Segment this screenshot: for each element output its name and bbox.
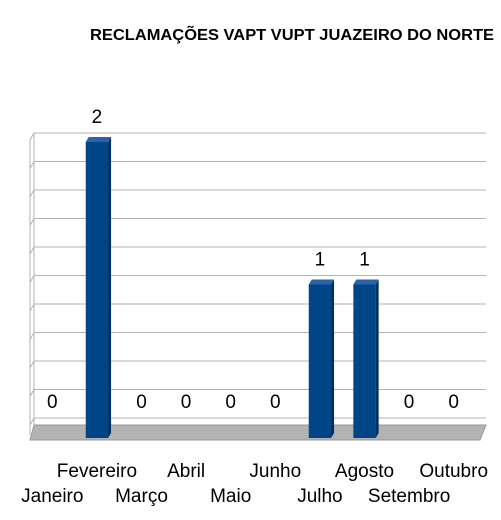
chart-title: RECLAMAÇÕES VAPT VUPT JUAZEIRO DO NORTE xyxy=(90,24,494,44)
grid-line-side xyxy=(29,275,35,283)
x-tick-label: Abril xyxy=(167,461,205,482)
grid-line-side xyxy=(29,303,35,312)
x-tick-label: Março xyxy=(115,486,168,507)
data-label: 0 xyxy=(270,392,281,413)
data-label: 1 xyxy=(359,250,370,271)
grid-line-side xyxy=(29,132,35,141)
grid-line-side xyxy=(29,189,35,198)
bar-top xyxy=(308,279,335,285)
bar-side xyxy=(108,137,112,438)
x-tick-label: Outubro xyxy=(419,461,488,482)
grid-line-side xyxy=(29,218,35,226)
data-label: 1 xyxy=(315,250,326,271)
data-label: 0 xyxy=(47,392,58,413)
bar-side xyxy=(331,279,335,438)
data-label: 0 xyxy=(136,392,147,413)
data-label: 0 xyxy=(225,392,236,413)
x-tick-label: Janeiro xyxy=(21,486,83,507)
x-tick-label: Maio xyxy=(210,486,251,507)
data-label: 0 xyxy=(448,392,459,413)
data-label: 0 xyxy=(181,392,192,413)
data-label: 2 xyxy=(92,107,103,128)
grid-line-side xyxy=(29,161,35,169)
bar-top xyxy=(353,279,379,285)
grid-line-side xyxy=(29,360,35,369)
bar xyxy=(353,284,376,438)
grid-line-side xyxy=(29,246,35,255)
x-tick-label: Agosto xyxy=(335,461,394,482)
bar-side xyxy=(375,279,379,438)
grid-line-side xyxy=(29,332,35,340)
bar-top xyxy=(85,137,112,142)
bar xyxy=(308,284,332,438)
bar xyxy=(85,142,109,438)
grid-line-side xyxy=(29,417,35,426)
x-tick-label: Junho xyxy=(249,461,301,482)
x-tick-label: Fevereiro xyxy=(57,461,137,482)
x-tick-label: Julho xyxy=(297,486,342,507)
grid-line-side xyxy=(29,389,35,397)
x-tick-label: Setembro xyxy=(368,486,450,507)
data-label: 0 xyxy=(404,392,415,413)
